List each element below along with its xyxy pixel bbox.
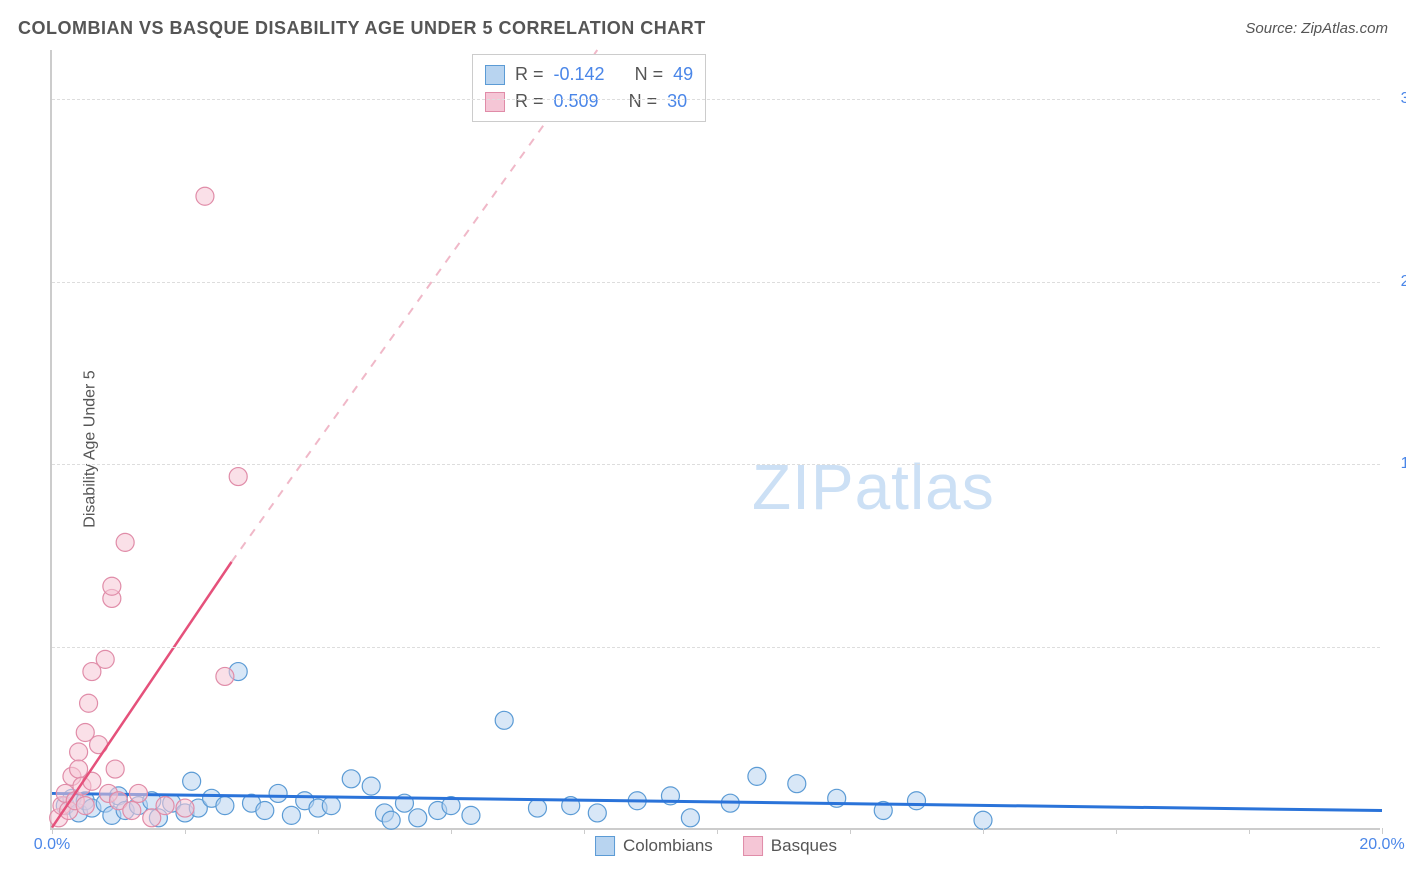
stats-box: R = -0.142 N = 49 R = 0.509 N = 30 xyxy=(472,54,706,122)
data-point xyxy=(681,809,699,827)
source-name: ZipAtlas.com xyxy=(1301,20,1388,37)
stats-row-0: R = -0.142 N = 49 xyxy=(485,61,693,88)
data-point xyxy=(588,804,606,822)
x-tick-label: 0.0% xyxy=(34,836,70,854)
data-point xyxy=(116,533,134,551)
stats-n-val-0: 49 xyxy=(673,61,693,88)
x-tick xyxy=(1249,828,1250,834)
data-point xyxy=(229,468,247,486)
stats-n-val-1: 30 xyxy=(667,88,687,115)
data-point xyxy=(176,799,194,817)
stats-n-label-0: N = xyxy=(635,61,664,88)
plot-area: ZIPatlas R = -0.142 N = 49 R = 0.509 N =… xyxy=(50,50,1380,830)
legend-item-0: Colombians xyxy=(595,836,713,856)
legend-label-1: Basques xyxy=(771,836,837,856)
data-point xyxy=(129,784,147,802)
stats-n-label-1: N = xyxy=(629,88,658,115)
data-point xyxy=(123,802,141,820)
legend-label-0: Colombians xyxy=(623,836,713,856)
data-point xyxy=(495,711,513,729)
data-point xyxy=(83,772,101,790)
data-point xyxy=(748,767,766,785)
x-tick xyxy=(1116,828,1117,834)
x-tick xyxy=(584,828,585,834)
y-tick-label: 30.0% xyxy=(1386,90,1406,108)
data-point xyxy=(528,799,546,817)
legend: Colombians Basques xyxy=(595,836,837,856)
x-tick-label: 20.0% xyxy=(1359,836,1404,854)
x-tick xyxy=(451,828,452,834)
x-tick xyxy=(1382,828,1383,834)
data-point xyxy=(382,811,400,829)
data-point xyxy=(156,797,174,815)
x-tick xyxy=(185,828,186,834)
data-point xyxy=(183,772,201,790)
data-point xyxy=(362,777,380,795)
grid-line xyxy=(52,99,1380,100)
data-point xyxy=(196,187,214,205)
chart-source: Source: ZipAtlas.com xyxy=(1245,20,1388,37)
data-point xyxy=(282,806,300,824)
grid-line xyxy=(52,464,1380,465)
stats-r-val-0: -0.142 xyxy=(554,61,605,88)
x-tick xyxy=(318,828,319,834)
data-point xyxy=(96,650,114,668)
stats-swatch-0 xyxy=(485,65,505,85)
scatter-svg xyxy=(52,50,1380,828)
data-point xyxy=(322,797,340,815)
data-point xyxy=(103,577,121,595)
y-tick-label: 7.5% xyxy=(1386,638,1406,656)
chart-header: COLOMBIAN VS BASQUE DISABILITY AGE UNDER… xyxy=(18,18,1388,39)
data-point xyxy=(462,806,480,824)
grid-line xyxy=(52,282,1380,283)
trend-line-dashed xyxy=(232,50,598,562)
grid-line xyxy=(52,647,1380,648)
legend-swatch-1 xyxy=(743,836,763,856)
data-point xyxy=(409,809,427,827)
data-point xyxy=(106,760,124,778)
x-tick xyxy=(983,828,984,834)
data-point xyxy=(269,784,287,802)
data-point xyxy=(342,770,360,788)
legend-item-1: Basques xyxy=(743,836,837,856)
stats-r-val-1: 0.509 xyxy=(554,88,599,115)
x-tick xyxy=(717,828,718,834)
data-point xyxy=(256,802,274,820)
data-point xyxy=(908,792,926,810)
stats-r-label-1: R = xyxy=(515,88,544,115)
data-point xyxy=(216,797,234,815)
stats-swatch-1 xyxy=(485,92,505,112)
data-point xyxy=(80,694,98,712)
source-prefix: Source: xyxy=(1245,20,1301,37)
legend-swatch-0 xyxy=(595,836,615,856)
chart-title: COLOMBIAN VS BASQUE DISABILITY AGE UNDER… xyxy=(18,18,706,39)
y-tick-label: 15.0% xyxy=(1386,455,1406,473)
data-point xyxy=(788,775,806,793)
data-point xyxy=(70,743,88,761)
stats-r-label-0: R = xyxy=(515,61,544,88)
data-point xyxy=(974,811,992,829)
stats-row-1: R = 0.509 N = 30 xyxy=(485,88,693,115)
x-tick xyxy=(52,828,53,834)
data-point xyxy=(76,797,94,815)
y-tick-label: 22.5% xyxy=(1386,273,1406,291)
x-tick xyxy=(850,828,851,834)
data-point xyxy=(216,667,234,685)
